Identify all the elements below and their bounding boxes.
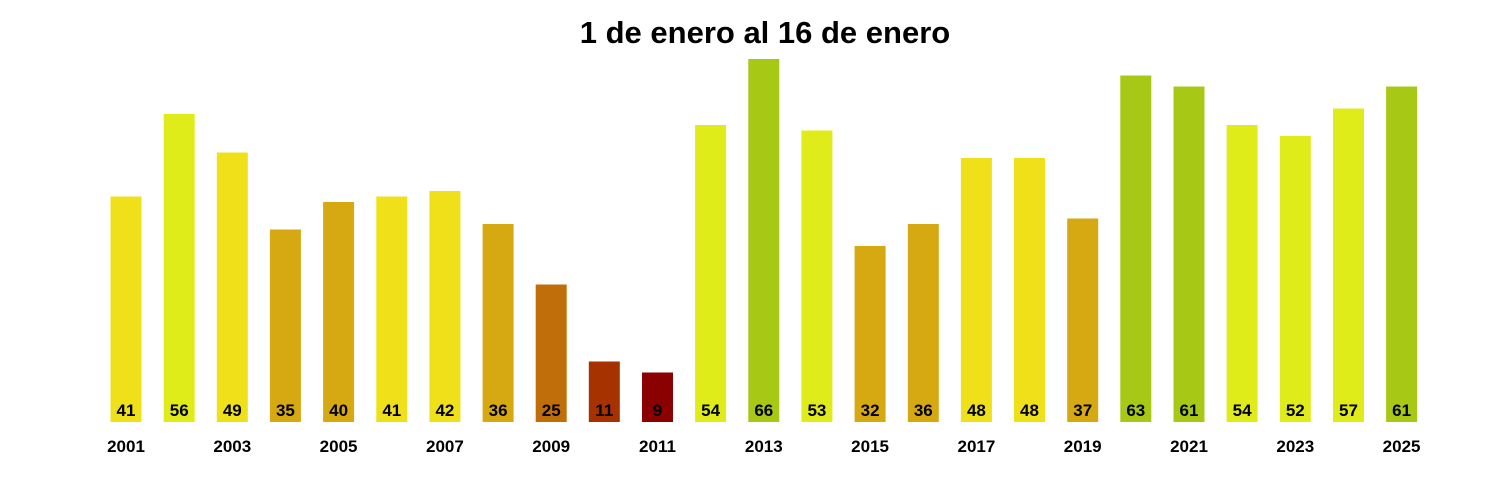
- bar-2008: [482, 224, 514, 422]
- bar-value-label-2006: 41: [382, 401, 401, 420]
- x-tick-label-2011: 2011: [639, 437, 676, 456]
- bar-2019: [1067, 218, 1099, 422]
- bar-2018: [1014, 158, 1045, 422]
- bar-value-label-2021: 61: [1180, 401, 1199, 420]
- x-tick-label-2015: 2015: [851, 437, 889, 456]
- bar-2022: [1226, 125, 1258, 422]
- bar-2002: [163, 114, 195, 422]
- bar-value-label-2009: 25: [542, 401, 561, 420]
- bar-2021: [1173, 86, 1205, 422]
- x-tick-label-2005: 2005: [320, 437, 358, 456]
- bar-value-label-2015: 32: [861, 401, 880, 420]
- bar-value-label-2004: 35: [276, 401, 295, 420]
- bar-2009: [535, 284, 567, 422]
- bar-value-label-2014: 53: [807, 401, 826, 420]
- x-tick-label-2009: 2009: [532, 437, 570, 456]
- x-tick-label-2021: 2021: [1170, 437, 1208, 456]
- bar-value-label-2020: 63: [1126, 401, 1145, 420]
- bar-2007: [429, 191, 461, 422]
- bar-value-label-2017: 48: [967, 401, 986, 420]
- bar-2024: [1333, 108, 1364, 422]
- bar-2023: [1279, 136, 1311, 422]
- bar-value-label-2001: 41: [117, 401, 136, 420]
- x-tick-label-2025: 2025: [1383, 437, 1421, 456]
- bar-value-label-2010: 11: [595, 401, 613, 420]
- bar-value-label-2023: 52: [1286, 401, 1305, 420]
- bar-2012: [695, 125, 727, 422]
- x-tick-label-2001: 2001: [107, 437, 145, 456]
- bar-value-label-2022: 54: [1233, 401, 1252, 420]
- bar-value-label-2002: 56: [170, 401, 189, 420]
- bar-value-label-2024: 57: [1339, 401, 1358, 420]
- x-tick-label-2019: 2019: [1064, 437, 1102, 456]
- bar-2013: [748, 59, 780, 422]
- bar-2020: [1120, 75, 1152, 422]
- bar-2017: [960, 158, 992, 422]
- bar-2010: [588, 361, 620, 422]
- x-tick-label-2023: 2023: [1276, 437, 1314, 456]
- bars-group: [110, 59, 1418, 422]
- bar-2005: [323, 202, 355, 422]
- bar-2004: [269, 229, 301, 422]
- bar-2025: [1386, 86, 1418, 422]
- bar-value-label-2013: 66: [754, 401, 773, 420]
- x-axis-tick-labels: 2001 2003 2005 2007 2009 2011 2013 2015 2017 2019…: [107, 437, 1420, 456]
- bar-value-label-2008: 36: [489, 401, 508, 420]
- bar-2014: [801, 130, 833, 422]
- chart-title: 1 de enero al 16 de enero: [580, 15, 950, 50]
- bar-2016: [907, 224, 939, 422]
- bar-2006: [376, 196, 408, 422]
- bar-value-label-2012: 54: [701, 401, 720, 420]
- x-tick-label-2013: 2013: [745, 437, 783, 456]
- bar-value-label-2025: 61: [1392, 401, 1411, 420]
- bar-value-label-2005: 40: [329, 401, 348, 420]
- bar-2001: [110, 196, 142, 422]
- bar-value-label-2003: 49: [223, 401, 242, 420]
- bar-value-labels: 41 56 49 35 40 41 42 36 25 11 9 54 66 53 32 36 48 48 37 63 6…: [117, 401, 1412, 420]
- bar-value-label-2007: 42: [435, 401, 454, 420]
- bar-2015: [854, 246, 886, 422]
- bar-2011: [642, 372, 673, 422]
- x-tick-label-2017: 2017: [957, 437, 995, 456]
- bar-value-label-2018: 48: [1020, 401, 1039, 420]
- x-tick-label-2007: 2007: [426, 437, 464, 456]
- bar-2003: [216, 152, 248, 422]
- bar-value-label-2016: 36: [914, 401, 933, 420]
- bar-value-label-2019: 37: [1073, 401, 1092, 420]
- bar-value-label-2011: 9: [653, 401, 662, 420]
- x-tick-label-2003: 2003: [213, 437, 251, 456]
